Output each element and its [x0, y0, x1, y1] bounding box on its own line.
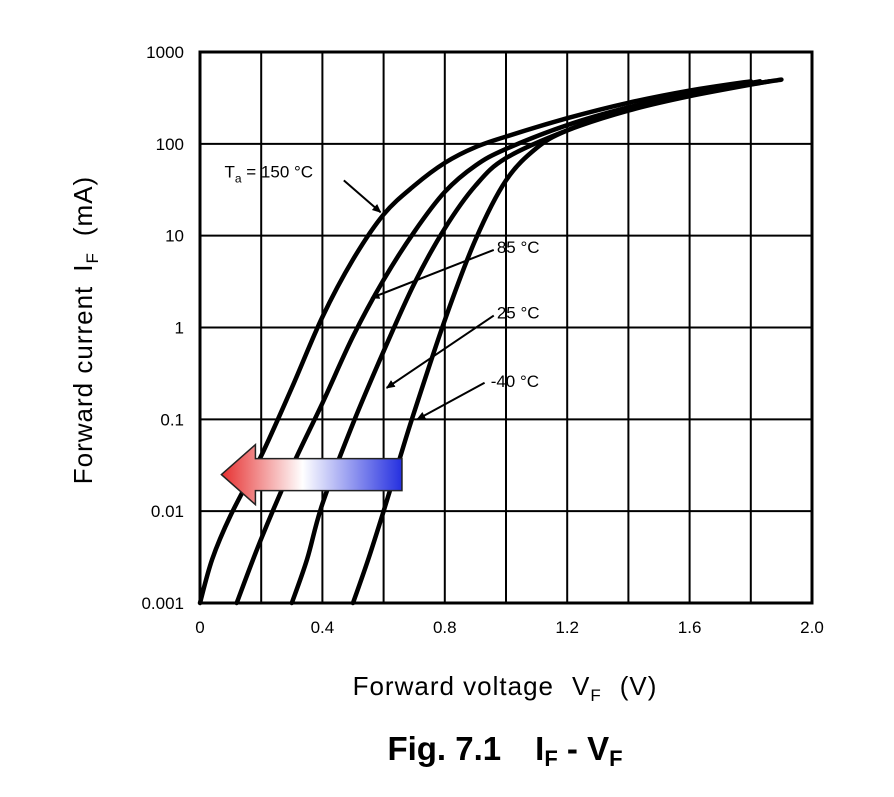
figure-number: Fig. 7.1	[387, 730, 501, 767]
y-tick-label: 0.01	[151, 502, 184, 521]
series-line-2	[289, 79, 772, 606]
series-leader-arrow-0	[343, 179, 382, 213]
x-axis-label-unit: (V)	[620, 671, 658, 701]
series-label-2: 25 °C	[497, 304, 540, 323]
figure-caption: Fig. 7.1 IF - VF	[387, 730, 622, 771]
series-label-0: Ta = 150 °C	[224, 162, 313, 185]
caption-symbol-b: V	[587, 730, 609, 767]
series-leader-arrow-2	[385, 314, 495, 389]
left-arrow-icon	[220, 442, 403, 507]
x-axis-label-symbol: V	[572, 671, 590, 701]
y-tick-label: 1	[175, 319, 184, 338]
caption-sub-a: F	[544, 746, 557, 771]
y-axis-label-text: Forward current	[68, 286, 98, 485]
x-tick-label: 0.8	[433, 618, 457, 637]
series-leader-arrow-1	[370, 248, 495, 299]
y-axis-label-sub: F	[83, 252, 102, 263]
series-leader-arrow-3	[416, 381, 486, 421]
caption-symbol-a: I	[535, 730, 544, 767]
series-label-3: -40 °C	[491, 372, 539, 391]
y-tick-label: 0.1	[160, 410, 184, 429]
x-axis-label-text: Forward voltage	[353, 671, 554, 701]
x-tick-label: 0	[195, 618, 204, 637]
series-layer	[197, 77, 784, 606]
grid-lines	[200, 51, 812, 604]
y-axis-label-unit: (mA)	[68, 176, 98, 236]
series-label-symbol: T	[224, 162, 234, 181]
x-axis-label-sub: F	[590, 686, 601, 705]
y-tick-label: 10	[165, 227, 184, 246]
series-annotations: Ta = 150 °C 85 °C 25 °C -40 °C	[224, 162, 540, 421]
series-label-sub: a	[235, 171, 242, 185]
caption-separator: -	[558, 730, 587, 767]
tick-labels: 0 0.4 0.8 1.2 1.6 2.0 0.001 0.01 0.1 1 10 100 1000	[141, 43, 823, 637]
y-tick-label: 1000	[146, 43, 184, 62]
x-tick-label: 1.2	[555, 618, 579, 637]
y-tick-label: 0.001	[141, 594, 184, 613]
y-tick-label: 100	[156, 135, 184, 154]
series-line-3	[350, 77, 784, 606]
y-axis-label-symbol: I	[68, 263, 98, 271]
series-line-0	[197, 79, 754, 606]
overlay-arrow-group	[220, 442, 403, 507]
x-tick-label: 0.4	[311, 618, 335, 637]
x-tick-label: 1.6	[678, 618, 702, 637]
caption-sub-b: F	[609, 746, 622, 771]
series-label-rest: = 150 °C	[242, 162, 314, 181]
x-axis-label: Forward voltage VF (V)	[353, 671, 658, 705]
series-label-1: 85 °C	[497, 238, 540, 257]
plot-frame	[198, 50, 814, 605]
x-tick-label: 2.0	[800, 618, 824, 637]
y-axis-label: Forward current IF (mA)	[68, 176, 102, 484]
